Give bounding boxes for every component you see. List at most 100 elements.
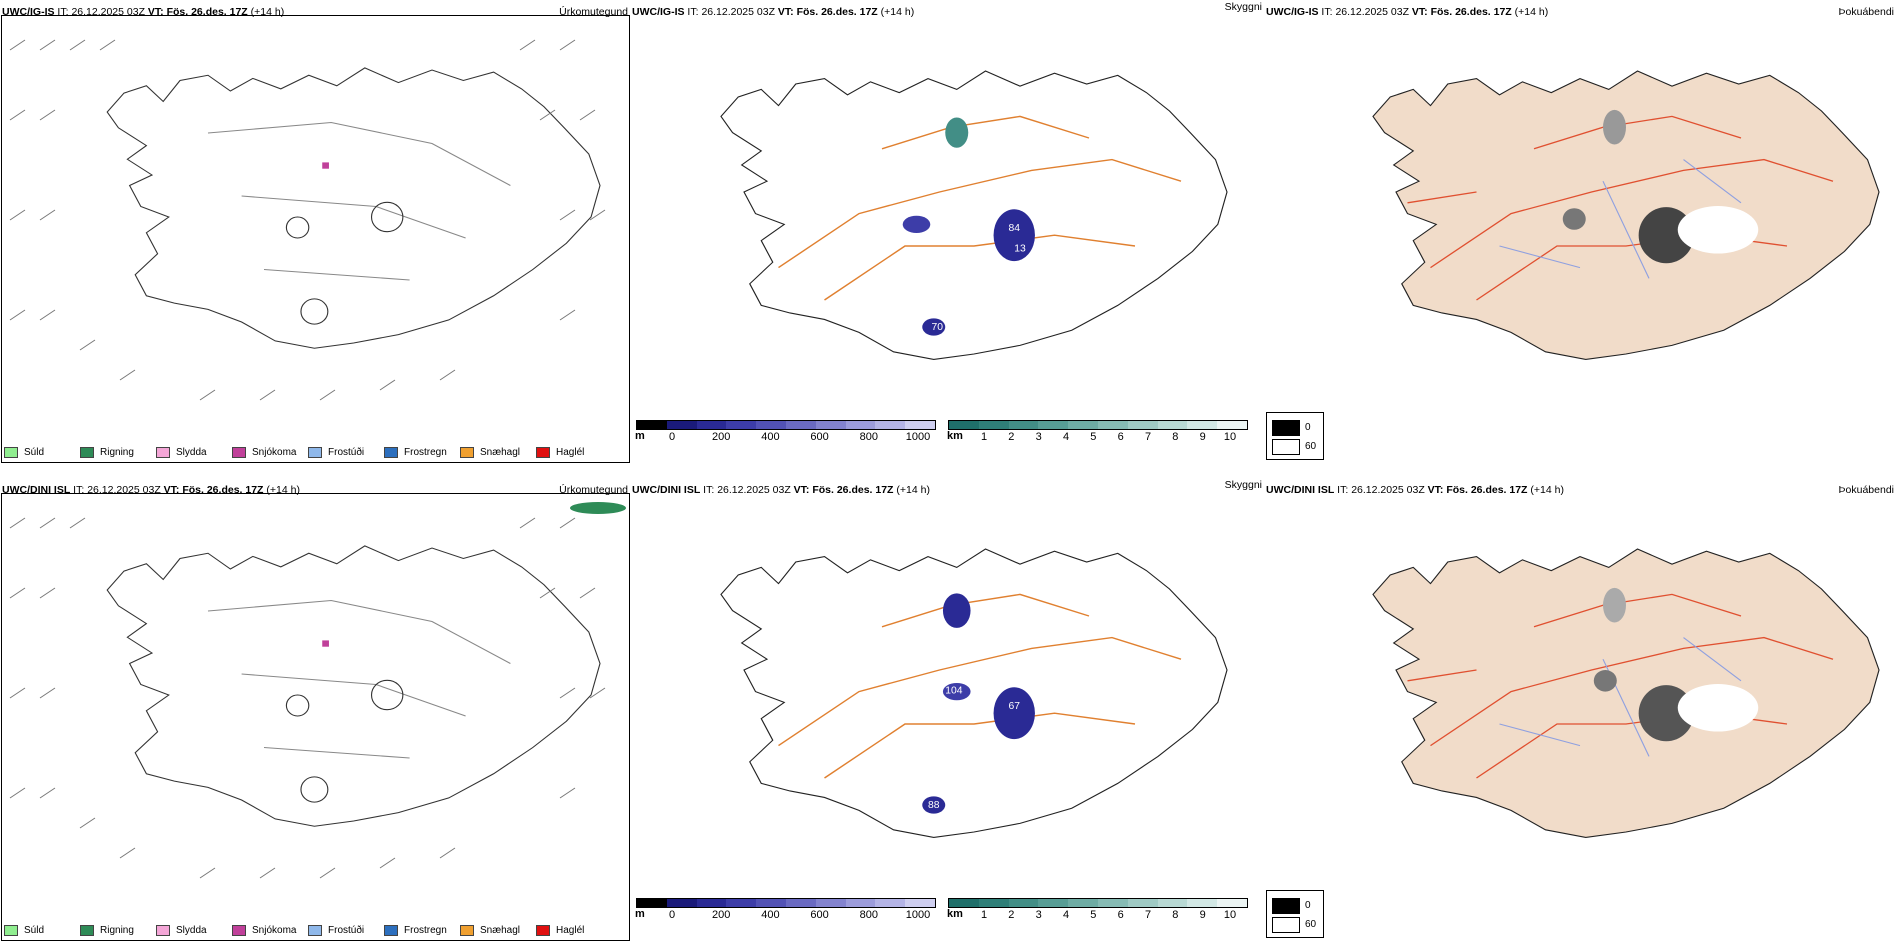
colorbar-swatch [1217, 421, 1247, 429]
vis-bar-swatches [948, 898, 1248, 908]
colorbar-tick: 600 [810, 431, 829, 443]
height-bar-ticks: 0 200 400 600 800 1000 [636, 430, 936, 444]
colorbar-swatch [696, 899, 727, 907]
panel-title: UWC/IG-IS IT: 26.12.2025 03Z VT: Fös. 26… [1266, 6, 1549, 18]
panel-title: UWC/DINI ISL IT: 26.12.2025 03Z VT: Fös.… [2, 484, 300, 496]
colorbar-tick: 2 [1008, 431, 1015, 443]
colorbar-swatch [726, 421, 757, 429]
colorbar-tick: 1 [980, 431, 988, 443]
colorbar-tick: 6 [1117, 909, 1124, 921]
legend-item: Súld [4, 447, 80, 458]
panel-title: UWC/IG-IS IT: 26.12.2025 03Z VT: Fös. 26… [2, 6, 284, 18]
colorbar-tick: 3 [1035, 909, 1042, 921]
colorbar-swatch [637, 899, 667, 907]
legend-item: Snjókoma [232, 925, 308, 936]
visibility-title: Skyggni [1224, 1, 1262, 13]
fog-panel: UWC/IG-IS IT: 26.12.2025 03Z VT: Fös. 26… [1264, 0, 1900, 470]
colorbar-swatch [1187, 421, 1218, 429]
visibility-panel: UWC/DINI ISL IT: 26.12.2025 03Z VT: Fös.… [632, 478, 1264, 948]
precip-type-title: Úrkomutegund [559, 484, 628, 496]
colorbar-tick: 1 [980, 909, 988, 921]
visibility-map: 84 13 70 [720, 70, 1228, 360]
colorbar-swatch [666, 899, 697, 907]
model-name: UWC/IG-IS [2, 6, 55, 18]
colorbar-tick: 9 [1199, 431, 1206, 443]
visibility-colorbar: 1 2 3 4 5 6 7 8 9 10 km [947, 420, 1248, 450]
legend-item: Slydda [156, 925, 232, 936]
legend-item: Slydda [156, 447, 232, 458]
colorbar-swatch [1217, 899, 1247, 907]
colorbar-swatch [1038, 421, 1069, 429]
legend-item: Haglél [536, 925, 612, 936]
legend-item: Frostúði [308, 447, 384, 458]
vis-bar-unit: km [947, 430, 963, 442]
vis-value-label: 88 [928, 800, 940, 811]
colorbar-swatch [875, 421, 906, 429]
colorbar-swatch [696, 421, 727, 429]
vis-value-label: 104 [945, 686, 963, 697]
colorbar-swatch [1127, 899, 1158, 907]
colorbar-swatch [1157, 899, 1188, 907]
vt-label: VT: [147, 6, 164, 18]
colorbar-tick: 200 [712, 431, 731, 443]
colorbar-swatch [845, 421, 876, 429]
colorbar-swatch [756, 421, 786, 429]
height-colorbar: 0 200 400 600 800 1000 m [635, 420, 936, 450]
precip-type-panel: UWC/IG-IS IT: 26.12.2025 03Z VT: Fös. 26… [0, 0, 632, 470]
precip-legend: Súld Rigning Slydda Snjókoma Frostúði Fr… [4, 447, 612, 458]
vis-bar-swatches [948, 420, 1248, 430]
colorbar-swatch [905, 421, 935, 429]
colorbar-swatch [637, 421, 667, 429]
colorbar-swatch [815, 421, 846, 429]
precip-map [9, 39, 606, 401]
colorbar-swatch [1187, 899, 1218, 907]
vis-bar-unit: km [947, 908, 963, 920]
visibility-panel: UWC/IG-IS IT: 26.12.2025 03Z VT: Fös. 26… [632, 0, 1264, 470]
colorbar-tick: 4 [1062, 431, 1070, 443]
colorbar-swatch [978, 421, 1009, 429]
colorbar-tick: 6 [1117, 431, 1124, 443]
row-igis: UWC/IG-IS IT: 26.12.2025 03Z VT: Fös. 26… [0, 0, 1900, 470]
precip-map-frame [1, 15, 630, 463]
colorbar-swatch [756, 899, 786, 907]
colorbar-swatch [1068, 421, 1098, 429]
height-bar-ticks: 0 200 400 600 800 1000 [636, 908, 936, 922]
colorbar-tick: 0 [668, 431, 676, 443]
colorbar-swatch [726, 899, 757, 907]
vis-value-label: 70 [931, 322, 943, 333]
legend-item: Snæhagl [460, 925, 536, 936]
row-dini: UWC/DINI ISL IT: 26.12.2025 03Z VT: Fös.… [0, 478, 1900, 948]
colorbar-swatch [845, 899, 876, 907]
precip-map-frame [1, 493, 630, 941]
vis-value-label: 67 [1009, 701, 1021, 712]
colorbar-tick: 7 [1144, 431, 1152, 443]
legend-item: Haglél [536, 447, 612, 458]
fog-panel: UWC/DINI ISL IT: 26.12.2025 03Z VT: Fös.… [1264, 478, 1900, 948]
visibility-map: 67 104 88 [720, 548, 1228, 838]
colorbar-tick: 2 [1008, 909, 1015, 921]
fog-title: Þokuábendi [1838, 484, 1894, 496]
vis-value-label: 13 [1014, 244, 1026, 255]
colorbar-tick: 7 [1144, 909, 1152, 921]
colorbar-swatch [785, 899, 816, 907]
visibility-colorbar: 1 2 3 4 5 6 7 8 9 10 km [947, 898, 1248, 928]
colorbar-swatch [1157, 421, 1188, 429]
colorbar-tick: 4 [1062, 909, 1070, 921]
colorbar-tick: 200 [712, 909, 731, 921]
height-bar-unit: m [635, 908, 645, 920]
height-bar-unit: m [635, 430, 645, 442]
colorbar-tick: 1000 [905, 909, 931, 921]
vt-value: Fös. 26.des. 17Z [166, 6, 248, 18]
height-bar-swatches [636, 420, 936, 430]
colorbar-tick: 8 [1172, 909, 1179, 921]
legend-item: Frostregn [384, 925, 460, 936]
colorbar-tick: 800 [859, 431, 878, 443]
legend-item: Snæhagl [460, 447, 536, 458]
colorbar-swatch [1097, 899, 1128, 907]
legend-item: Frostregn [384, 447, 460, 458]
colorbar-tick: 9 [1199, 909, 1206, 921]
colorbar-swatch [1068, 899, 1098, 907]
colorbar-tick: 5 [1090, 909, 1097, 921]
colorbar-swatch [949, 899, 979, 907]
colorbar-tick: 5 [1090, 431, 1097, 443]
